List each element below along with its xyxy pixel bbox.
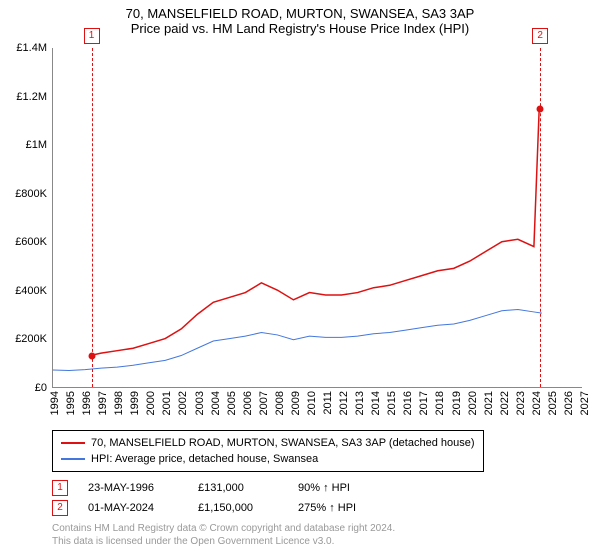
y-axis-tick: £600K [15, 236, 47, 248]
x-axis-tick: 2001 [161, 391, 173, 415]
x-axis-tick: 1999 [129, 391, 141, 415]
x-axis-tick: 1997 [97, 391, 109, 415]
y-axis-tick: £1M [26, 139, 47, 151]
sale-price: £1,150,000 [198, 498, 278, 518]
x-axis-tick: 2021 [483, 391, 495, 415]
x-axis-tick: 2007 [258, 391, 270, 415]
sale-marker-box: 1 [52, 480, 68, 496]
x-axis-tick: 2000 [145, 391, 157, 415]
legend-label: HPI: Average price, detached house, Swan… [91, 451, 318, 467]
sale-pct-vs-hpi: 275% ↑ HPI [298, 498, 356, 518]
y-axis-tick: £0 [35, 382, 47, 394]
x-axis-tick: 2006 [242, 391, 254, 415]
x-axis-tick: 2011 [322, 391, 334, 415]
chart-title-address: 70, MANSELFIELD ROAD, MURTON, SWANSEA, S… [0, 6, 600, 21]
x-axis-tick: 2010 [306, 391, 318, 415]
chart-plot-area: £0£200K£400K£600K£800K£1M£1.2M£1.4M19941… [52, 48, 582, 388]
legend-row: HPI: Average price, detached house, Swan… [61, 451, 475, 467]
x-axis-tick: 2022 [499, 391, 511, 415]
sale-date: 23-MAY-1996 [88, 478, 178, 498]
x-axis-tick: 2008 [274, 391, 286, 415]
x-axis-tick: 2017 [418, 391, 430, 415]
sale-pct-vs-hpi: 90% ↑ HPI [298, 478, 350, 498]
y-axis-tick: £400K [15, 285, 47, 297]
chart-legend: 70, MANSELFIELD ROAD, MURTON, SWANSEA, S… [52, 430, 484, 472]
legend-swatch [61, 458, 85, 460]
x-axis-tick: 1998 [113, 391, 125, 415]
x-axis-tick: 2015 [386, 391, 398, 415]
chart-footer: Contains HM Land Registry data © Crown c… [52, 522, 395, 548]
legend-swatch [61, 442, 85, 444]
marker-label-box: 2 [532, 28, 548, 44]
x-axis-tick: 2004 [210, 391, 222, 415]
x-axis-tick: 2005 [226, 391, 238, 415]
chart-container: 70, MANSELFIELD ROAD, MURTON, SWANSEA, S… [0, 0, 600, 560]
x-axis-tick: 2014 [370, 391, 382, 415]
x-axis-tick: 2027 [579, 391, 591, 415]
x-axis-tick: 1996 [81, 391, 93, 415]
sale-row: 2 01-MAY-2024 £1,150,000 275% ↑ HPI [52, 498, 356, 518]
marker-dashed-line [540, 48, 541, 387]
y-axis-tick: £1.2M [16, 91, 47, 103]
x-axis-tick: 2018 [434, 391, 446, 415]
legend-label: 70, MANSELFIELD ROAD, MURTON, SWANSEA, S… [91, 435, 475, 451]
chart-lines [53, 48, 582, 387]
legend-row: 70, MANSELFIELD ROAD, MURTON, SWANSEA, S… [61, 435, 475, 451]
series-line [53, 310, 542, 371]
x-axis-tick: 2023 [515, 391, 527, 415]
x-axis-tick: 2002 [177, 391, 189, 415]
x-axis-tick: 2024 [531, 391, 543, 415]
sale-price: £131,000 [198, 478, 278, 498]
series-line [91, 109, 539, 356]
x-axis-tick: 1994 [49, 391, 61, 415]
x-axis-tick: 2020 [467, 391, 479, 415]
sale-point-marker [537, 105, 544, 112]
x-axis-tick: 2013 [354, 391, 366, 415]
sale-row: 1 23-MAY-1996 £131,000 90% ↑ HPI [52, 478, 356, 498]
y-axis-tick: £800K [15, 188, 47, 200]
sale-point-marker [88, 353, 95, 360]
x-axis-tick: 2019 [451, 391, 463, 415]
sale-date: 01-MAY-2024 [88, 498, 178, 518]
footer-line-2: This data is licensed under the Open Gov… [52, 535, 395, 548]
x-axis-tick: 2025 [547, 391, 559, 415]
x-axis-tick: 2026 [563, 391, 575, 415]
marker-label-box: 1 [84, 28, 100, 44]
x-axis-tick: 2009 [290, 391, 302, 415]
x-axis-tick: 2016 [402, 391, 414, 415]
sale-marker-box: 2 [52, 500, 68, 516]
y-axis-tick: £200K [15, 333, 47, 345]
x-axis-tick: 2012 [338, 391, 350, 415]
y-axis-tick: £1.4M [16, 42, 47, 54]
sale-records: 1 23-MAY-1996 £131,000 90% ↑ HPI 2 01-MAY-202… [52, 478, 356, 518]
marker-dashed-line [92, 48, 93, 387]
x-axis-tick: 1995 [65, 391, 77, 415]
footer-line-1: Contains HM Land Registry data © Crown c… [52, 522, 395, 535]
x-axis-tick: 2003 [194, 391, 206, 415]
